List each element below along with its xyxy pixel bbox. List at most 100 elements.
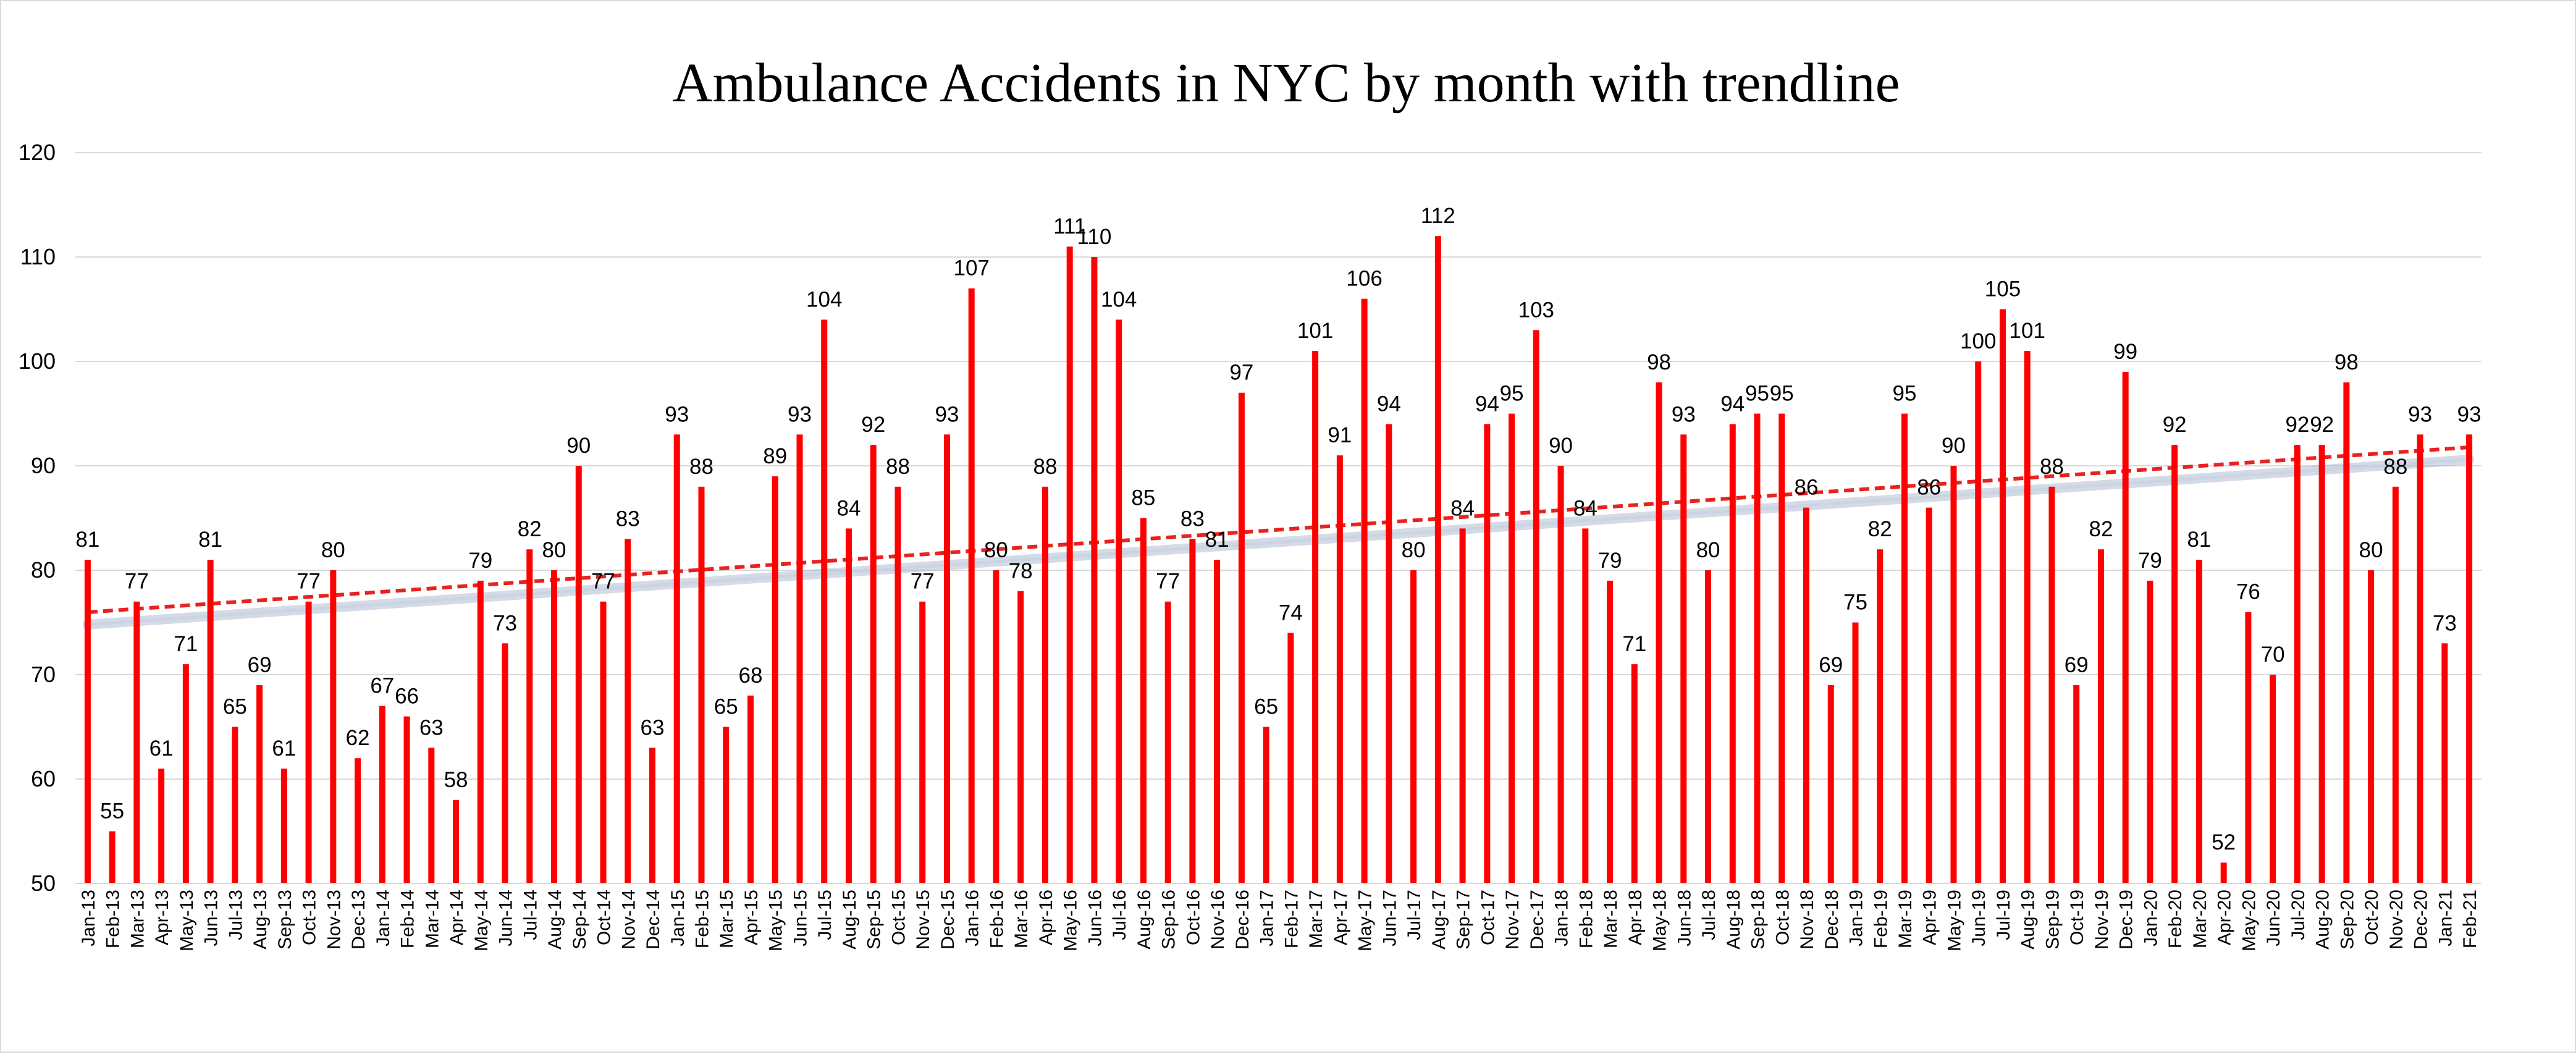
bar	[477, 580, 484, 883]
data-label: 94	[1720, 392, 1745, 416]
x-tick-label: Oct-13	[300, 890, 320, 945]
bar	[1386, 424, 1392, 883]
x-tick-label: Feb-17	[1281, 890, 1302, 948]
x-tick-label: Oct-14	[594, 890, 615, 945]
bar	[1017, 591, 1024, 883]
bar	[2368, 570, 2375, 883]
data-label: 98	[2334, 350, 2359, 374]
bar	[403, 716, 410, 883]
bar	[2318, 445, 2325, 883]
y-axis-tick-labels: 50 60 70 80 90 100 110 120	[19, 140, 56, 896]
bar	[1042, 486, 1048, 883]
data-label: 81	[198, 528, 222, 552]
bar	[1656, 382, 1662, 883]
data-label: 92	[2285, 413, 2309, 437]
bar	[1877, 549, 1884, 883]
bar	[232, 727, 238, 883]
y-tick-label: 90	[31, 453, 56, 478]
data-label: 104	[806, 287, 842, 311]
data-label: 77	[125, 570, 149, 594]
data-label: 89	[763, 444, 787, 468]
data-label: 65	[223, 695, 247, 719]
bar	[1091, 257, 1098, 883]
x-tick-label: Jul-15	[815, 890, 835, 940]
bar	[355, 758, 361, 883]
x-tick-label: Jul-20	[2288, 890, 2309, 940]
bar	[1189, 539, 1196, 883]
data-label: 93	[2408, 402, 2432, 426]
bar	[2417, 434, 2423, 883]
bar	[796, 434, 803, 883]
bar	[1582, 528, 1589, 883]
data-label: 61	[272, 736, 296, 761]
data-label: 110	[1077, 225, 1112, 249]
data-label: 86	[1917, 476, 1941, 500]
x-tick-label: Apr-13	[152, 890, 172, 945]
data-label: 88	[2383, 455, 2407, 479]
x-tick-label: Dec-16	[1232, 890, 1253, 950]
bar	[133, 601, 140, 883]
x-tick-label: Oct-15	[888, 890, 909, 945]
x-tick-label: Apr-14	[447, 890, 467, 945]
x-tick-label: Apr-19	[1920, 890, 1940, 945]
bar	[1459, 528, 1466, 883]
x-tick-label: Jan-21	[2435, 890, 2456, 946]
x-tick-label: Apr-16	[1036, 890, 1056, 945]
x-tick-label: Feb-16	[987, 890, 1007, 948]
data-label: 103	[1518, 298, 1554, 322]
data-label: 88	[689, 455, 713, 479]
data-label: 86	[1795, 476, 1819, 500]
data-label: 73	[2433, 611, 2457, 635]
bar	[1214, 560, 1221, 883]
x-tick-label: Sep-13	[275, 890, 295, 950]
data-label: 92	[2310, 413, 2334, 437]
bar	[1557, 466, 1564, 883]
x-tick-label: Nov-18	[1797, 890, 1817, 950]
bar	[1116, 319, 1122, 883]
bar	[1287, 633, 1294, 883]
data-label: 66	[395, 685, 419, 709]
x-tick-label: Jul-16	[1109, 890, 1130, 940]
x-tick-label: Dec-18	[1822, 890, 1842, 950]
x-tick-label: Aug-15	[840, 890, 860, 950]
data-label: 94	[1475, 392, 1499, 416]
data-label: 79	[1598, 549, 1622, 573]
bar	[2245, 612, 2252, 883]
data-label: 94	[1377, 392, 1401, 416]
x-tick-label: Sep-20	[2337, 890, 2357, 950]
x-tick-label: Mar-14	[422, 890, 442, 948]
data-label: 111	[1053, 214, 1086, 238]
data-label: 78	[1009, 559, 1033, 583]
x-tick-label: Jul-19	[1993, 890, 2014, 940]
data-label: 101	[1297, 319, 1333, 343]
data-label: 68	[739, 664, 763, 688]
x-tick-label: Jan-20	[2140, 890, 2161, 946]
x-tick-label: Nov-15	[913, 890, 933, 950]
bar	[943, 434, 950, 883]
data-label: 79	[468, 549, 492, 573]
bar	[1827, 685, 1834, 883]
data-label: 80	[542, 538, 566, 562]
data-label: 88	[1033, 455, 1057, 479]
data-label: 58	[444, 768, 468, 792]
x-tick-label: Mar-15	[717, 890, 737, 948]
bar	[256, 685, 263, 883]
x-tick-label: Aug-16	[1134, 890, 1155, 950]
x-tick-label: Jul-18	[1699, 890, 1719, 940]
data-label: 82	[2089, 517, 2113, 541]
data-label: 112	[1421, 204, 1455, 228]
trendline-group	[82, 445, 2475, 630]
bar	[1729, 424, 1736, 883]
bar	[379, 706, 385, 883]
data-label: 81	[1205, 528, 1229, 552]
bar	[428, 748, 435, 883]
bar	[1999, 309, 2006, 883]
trendline-shadow-core	[87, 458, 2470, 626]
bar	[182, 664, 189, 883]
x-tick-label: Mar-17	[1306, 890, 1326, 948]
y-tick-label: 50	[31, 871, 56, 896]
bar	[551, 570, 558, 883]
bar	[1607, 580, 1614, 883]
bar	[673, 434, 680, 883]
